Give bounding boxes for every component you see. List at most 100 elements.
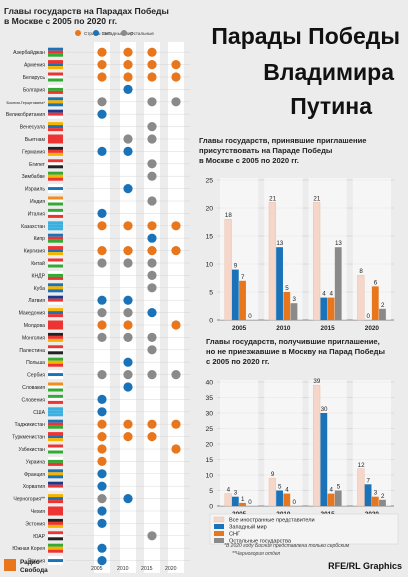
country-name: Южная Корея	[12, 546, 45, 552]
legend-label-0: Все иностранные представители	[229, 518, 315, 524]
y-tick-label: 25	[205, 426, 213, 433]
country-name: Черногория**	[13, 497, 45, 503]
country-flag-icon	[48, 556, 63, 566]
data-label: 5	[337, 484, 341, 491]
country-flag-icon	[48, 146, 63, 156]
country-flag-icon	[48, 171, 63, 181]
country-flag-icon	[48, 159, 63, 169]
bar-2005-series-0	[224, 218, 232, 321]
country-name: ЮАР	[33, 534, 45, 540]
country-name: Польша	[26, 360, 45, 366]
data-label: 3	[292, 296, 296, 303]
country-row: ЮАР	[33, 531, 190, 541]
country-name: Казахстан	[21, 224, 45, 230]
country-name: Туркменистан	[12, 435, 45, 441]
country-flag-icon	[48, 332, 63, 342]
country-flag-icon	[48, 47, 63, 57]
data-label: 18	[225, 212, 232, 219]
chart1-title-line2: присутствовать на Параде Победы	[199, 146, 332, 155]
data-label: 13	[276, 240, 283, 247]
attendance-dot-cis-2005	[97, 246, 107, 256]
bar-2005-series-2	[239, 502, 246, 506]
country-name: Япония	[27, 559, 45, 565]
country-flag-icon	[48, 60, 63, 70]
attendance-dot-cis-2005	[97, 444, 107, 454]
country-row: Болгария	[23, 84, 190, 94]
attendance-dot-west-2010	[123, 494, 133, 504]
country-row: Украина	[26, 456, 190, 466]
bar-2020-series-2	[371, 286, 379, 320]
attendance-dot-west-2005	[97, 146, 107, 156]
country-name: Египет	[29, 162, 46, 168]
attendance-dot-other-2015	[147, 258, 157, 268]
attendance-dot-other-2015	[147, 531, 157, 541]
country-flag-icon	[48, 370, 63, 380]
bar-2010-series-1	[276, 247, 283, 320]
data-label: 6	[374, 279, 378, 286]
bar-2010-series-0	[268, 202, 276, 321]
country-row: Индия	[30, 196, 190, 206]
bar-2015-series-3	[334, 490, 342, 506]
country-row: Киргизия	[24, 246, 190, 256]
big-title: Парады Победы Владимира Путина	[211, 23, 400, 119]
year-bands	[94, 42, 184, 573]
country-name: Венесуэла	[20, 125, 45, 131]
country-flag-icon	[48, 184, 63, 194]
country-row: Палестина	[19, 345, 190, 355]
attendance-dot-other-2010	[123, 370, 133, 380]
legend-label-2: СНГ	[229, 532, 240, 538]
country-name: Сербия	[27, 373, 45, 379]
data-label: 0	[248, 313, 252, 320]
year-band-2020	[168, 42, 184, 573]
country-name: Словения	[22, 397, 46, 403]
country-flag-icon	[48, 518, 63, 528]
attendance-dot-other-2015	[147, 122, 157, 132]
chart2-title-line1: Главы государств, получившие приглашение…	[206, 337, 380, 346]
legend-other-label: Остальные	[130, 31, 154, 36]
country-row: Германия	[22, 146, 190, 156]
data-label: 3	[234, 490, 238, 497]
attendance-dot-west-2010	[123, 382, 133, 392]
bar-2020-series-3	[379, 308, 386, 320]
country-row: Великобритания	[6, 109, 190, 119]
country-name: Болгария	[23, 87, 45, 93]
category-band	[220, 380, 259, 506]
attendance-dot-west-2015	[147, 308, 157, 318]
attendance-dot-cis-2020	[171, 60, 181, 70]
country-flag-icon	[48, 506, 63, 516]
attendance-dot-other-2015	[147, 345, 157, 355]
y-tick-label: 40	[205, 379, 213, 386]
country-name: Италия	[28, 211, 46, 217]
attendance-dot-west-2005	[97, 109, 107, 119]
country-flag-icon	[48, 84, 63, 94]
x-tick-label: 2015	[321, 325, 336, 332]
attendance-dot-cis-2010	[123, 320, 133, 330]
bar-2010-series-2	[283, 493, 291, 506]
country-row: КНДР	[32, 270, 190, 280]
country-row: Латвия	[28, 295, 190, 305]
data-label: 0	[367, 313, 371, 320]
left-title-line1: Главы государств на Парадах Победы	[4, 6, 169, 16]
country-row: Израиль	[25, 184, 190, 194]
attendance-dot-cis-2005	[97, 419, 107, 429]
country-row: Молдова	[24, 320, 190, 330]
attendance-dot-other-2010	[123, 258, 133, 268]
country-table: Азербайджан Армения Беларусь Болгария Босния…	[6, 47, 190, 566]
bar-2005-series-0	[224, 493, 232, 507]
country-row: Сербия	[27, 370, 190, 380]
y-tick-label: 5	[209, 488, 213, 495]
legend-box	[209, 513, 399, 545]
country-row: Зимбабве	[22, 171, 190, 181]
attendance-dot-west-2005	[97, 407, 107, 417]
attendance-dot-other-2015	[147, 171, 157, 181]
bar-2010-series-1	[276, 490, 283, 506]
chart2-declined: 0510152025303540431020059540201039304520…	[205, 378, 394, 518]
country-row: Таджикистан	[15, 419, 190, 429]
country-flag-icon	[48, 270, 63, 280]
attendance-dot-cis-2015	[147, 221, 157, 231]
y-tick-label: 5	[209, 289, 213, 296]
attendance-dot-west-2005	[97, 208, 107, 218]
attendance-dot-cis-2015	[147, 432, 157, 442]
attendance-dot-other-2015	[147, 196, 157, 206]
chart2-title-line3: с 2005 по 2020 гг.	[206, 357, 269, 366]
